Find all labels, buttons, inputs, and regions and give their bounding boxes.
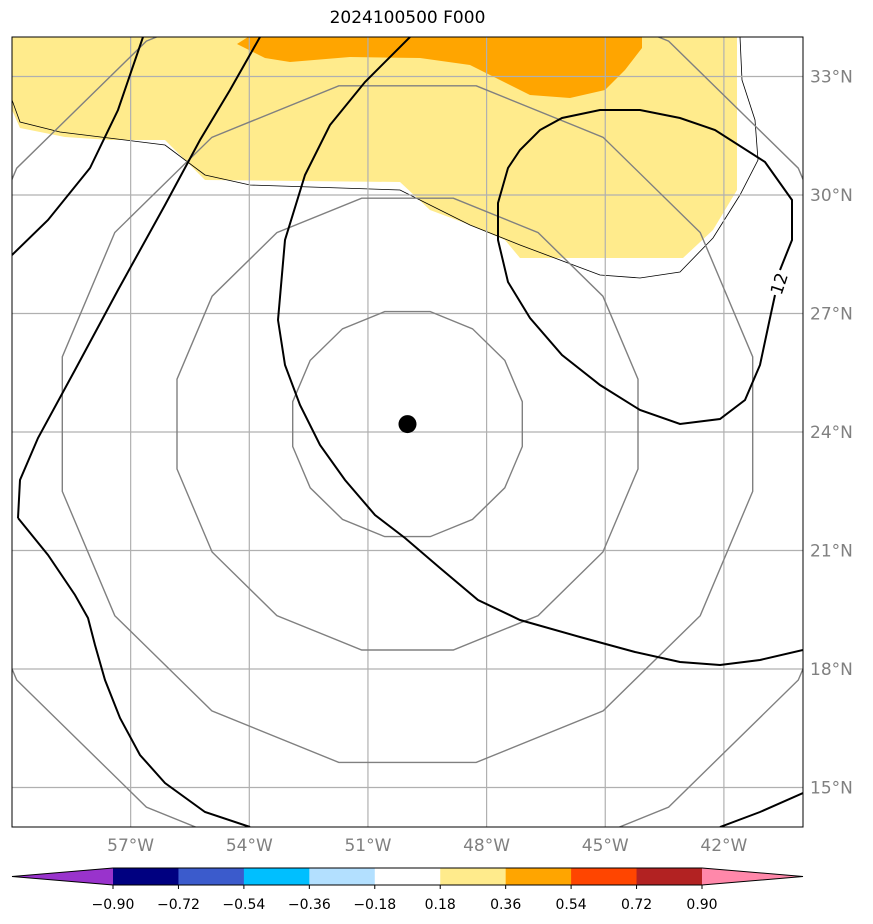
range-ring-3 [61, 85, 754, 764]
region-boundary [12, 37, 759, 279]
map-frame [11, 36, 804, 828]
lat-tick-label: 21°N [810, 542, 853, 562]
lat-tick-label: 30°N [810, 186, 853, 206]
colorbar-segment [440, 868, 507, 885]
colorbar-extension-min [12, 868, 113, 885]
lon-tick-label: 42°W [700, 836, 747, 856]
gridlines [12, 37, 803, 827]
map-title: 2024100500 F000 [329, 8, 486, 28]
colorbar-tick-label: 0.90 [686, 897, 717, 913]
lon-tick-label: 54°W [226, 836, 273, 856]
lon-tick-label: 45°W [582, 836, 629, 856]
colorbar-tick-label: −0.72 [157, 897, 200, 913]
colorbar-tick-label: 0.72 [621, 897, 652, 913]
contour-line-3 [17, 37, 261, 519]
colorbar-tick-label: 0.54 [556, 897, 587, 913]
range-ring-2 [176, 197, 639, 651]
colorbar-segment [636, 868, 703, 885]
light-fill-region [12, 37, 737, 258]
lat-tick-label: 33°N [810, 68, 853, 88]
contour-lines [12, 37, 803, 827]
lon-tick-label: 57°W [107, 836, 154, 856]
lat-tick-label: 15°N [810, 779, 853, 799]
colorbar-tick-label: −0.36 [288, 897, 331, 913]
contour-line-7 [497, 109, 793, 426]
lat-tick-label: 24°N [810, 423, 853, 443]
contour-label: 12 [767, 271, 793, 298]
colorbar-tick-label: −0.54 [222, 897, 265, 913]
colorbar-segment [505, 868, 572, 885]
colorbar-tick-label: 0.36 [490, 897, 521, 913]
lat-tick-label: 27°N [810, 305, 853, 325]
latitude-tick-labels: 33°N 30°N 27°N 24°N 21°N 18°N 15°N [810, 68, 853, 799]
range-ring-1 [292, 310, 523, 538]
storm-center-marker [398, 415, 417, 434]
colorbar-segment [113, 868, 179, 885]
contour-line-6 [719, 792, 803, 827]
range-rings [12, 37, 803, 827]
colorbar-extension-max [702, 868, 803, 885]
colorbar-segment [178, 868, 245, 885]
dark-fill-region [237, 37, 642, 98]
contour-line-1 [12, 37, 144, 256]
colorbar-segment [309, 868, 376, 885]
colorbar-segment [374, 868, 441, 885]
colorbar-segment [243, 868, 310, 885]
colorbar-tick-label: −0.18 [353, 897, 396, 913]
longitude-tick-labels: 57°W 54°W 51°W 48°W 45°W 42°W [107, 836, 747, 856]
range-ring-4 [12, 37, 803, 827]
colorbar: −0.90 −0.72 −0.54 −0.36 −0.18 0.18 0.36 0.54 0.7… [11, 867, 804, 913]
lat-tick-label: 18°N [810, 660, 853, 680]
colorbar-segment [571, 868, 638, 885]
colorbar-tick-label: −0.90 [92, 897, 135, 913]
lon-tick-label: 48°W [463, 836, 510, 856]
lon-tick-label: 51°W [344, 836, 391, 856]
contour-line-5 [276, 37, 803, 667]
colorbar-tick-label: 0.18 [425, 897, 456, 913]
contour-line-4 [17, 517, 251, 827]
